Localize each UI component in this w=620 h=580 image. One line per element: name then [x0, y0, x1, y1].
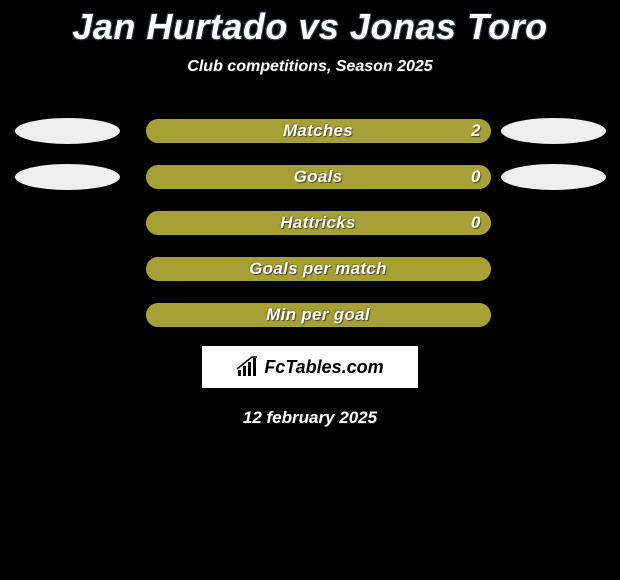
left-marker: [15, 164, 120, 190]
stat-row: Goals per match: [0, 254, 620, 284]
stat-value: 0: [471, 211, 480, 235]
stat-label: Hattricks: [146, 211, 491, 235]
stat-label: Goals: [146, 165, 491, 189]
stat-bar: Matches2: [146, 119, 491, 143]
stat-value: 2: [471, 119, 480, 143]
left-marker: [15, 210, 120, 236]
stat-label: Min per goal: [146, 303, 491, 327]
right-marker: [501, 164, 606, 190]
branding-badge: FcTables.com: [202, 346, 418, 388]
comparison-chart: Matches2Goals0Hattricks0Goals per matchM…: [0, 116, 620, 330]
branding-text: FcTables.com: [264, 357, 383, 378]
bar-chart-icon: [236, 356, 262, 378]
stat-row: Min per goal: [0, 300, 620, 330]
left-marker: [15, 256, 120, 282]
left-marker: [15, 118, 120, 144]
page-subtitle: Club competitions, Season 2025: [0, 58, 620, 76]
stat-value: 0: [471, 165, 480, 189]
stat-bar: Goals0: [146, 165, 491, 189]
stat-bar: Min per goal: [146, 303, 491, 327]
stat-bar: Goals per match: [146, 257, 491, 281]
stat-row: Matches2: [0, 116, 620, 146]
footer-date: 12 february 2025: [0, 408, 620, 428]
right-marker: [501, 210, 606, 236]
right-marker: [501, 302, 606, 328]
right-marker: [501, 118, 606, 144]
stat-label: Goals per match: [146, 257, 491, 281]
stat-row: Hattricks0: [0, 208, 620, 238]
page-title: Jan Hurtado vs Jonas Toro: [0, 0, 620, 48]
stat-label: Matches: [146, 119, 491, 143]
left-marker: [15, 302, 120, 328]
right-marker: [501, 256, 606, 282]
stat-row: Goals0: [0, 162, 620, 192]
stat-bar: Hattricks0: [146, 211, 491, 235]
